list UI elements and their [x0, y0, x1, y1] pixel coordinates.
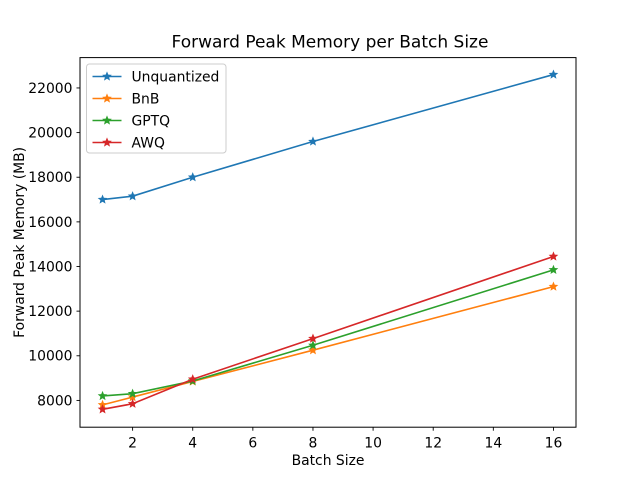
x-axis-label: Batch Size [292, 453, 365, 469]
legend-entry-awq: AWQ [92, 135, 165, 151]
series-bnb-marker [308, 345, 318, 355]
legend: Unquantized BnB GPTQ AWQ [86, 63, 227, 154]
legend-marker [102, 71, 112, 81]
x-tick-label: 10 [364, 436, 382, 452]
series-unquantized-marker [127, 191, 138, 201]
legend-label: AWQ [132, 135, 165, 151]
legend-marker [102, 115, 112, 125]
x-tick-label: 8 [309, 436, 318, 452]
y-tick-label: 20000 [28, 125, 72, 141]
series-bnb-marker [127, 391, 138, 402]
y-tick-label: 10000 [28, 349, 72, 365]
series-gptq-marker [127, 388, 138, 398]
y-tick-label: 22000 [28, 81, 72, 97]
x-tick-label: 12 [424, 436, 442, 452]
legend-frame [86, 63, 227, 154]
legend-entry-unquantized: Unquantized [92, 69, 220, 85]
legend-marker [102, 93, 112, 103]
series-awq-marker [97, 404, 108, 414]
y-tick-label: 14000 [28, 259, 72, 275]
axes-layer: 2 4 6 8 10 12 14 16 8000 10000 12000 14000 16000 1800… [28, 57, 577, 452]
legend-label: BnB [132, 91, 160, 107]
series-unquantized-marker [548, 69, 559, 79]
axes-spines [79, 57, 577, 428]
series-awq-marker [308, 333, 318, 343]
y-tick-label: 8000 [37, 393, 72, 409]
series-unquantized-marker [187, 172, 198, 182]
y-axis-label: Forward Peak Memory (MB) [12, 147, 28, 338]
x-tick-label: 6 [248, 436, 257, 452]
y-tick-label: 16000 [28, 215, 72, 231]
x-tick-label: 16 [545, 436, 563, 452]
x-tick-label: 14 [484, 436, 502, 452]
series-gptq-marker [308, 340, 318, 350]
legend-marker [102, 137, 112, 147]
y-tick-label: 12000 [28, 304, 72, 320]
legend-label: GPTQ [132, 113, 171, 129]
x-tick-label: 4 [188, 436, 197, 452]
series-bnb-marker [548, 281, 559, 291]
chart-title: Forward Peak Memory per Batch Size [172, 33, 489, 53]
x-tick-label: 2 [128, 436, 137, 452]
series-gptq-marker [97, 390, 108, 401]
y-tick-label: 18000 [28, 170, 72, 186]
series-awq-marker [127, 398, 138, 408]
legend-label: Unquantized [132, 69, 220, 85]
series-unquantized-marker [308, 136, 318, 146]
series-awq-marker [187, 374, 198, 384]
series-awq-marker [548, 251, 559, 261]
series-gptq-marker [548, 264, 559, 274]
legend-entry-bnb: BnB [92, 91, 160, 107]
legend-entry-gptq: GPTQ [92, 113, 171, 129]
series-unquantized-marker [97, 194, 108, 204]
